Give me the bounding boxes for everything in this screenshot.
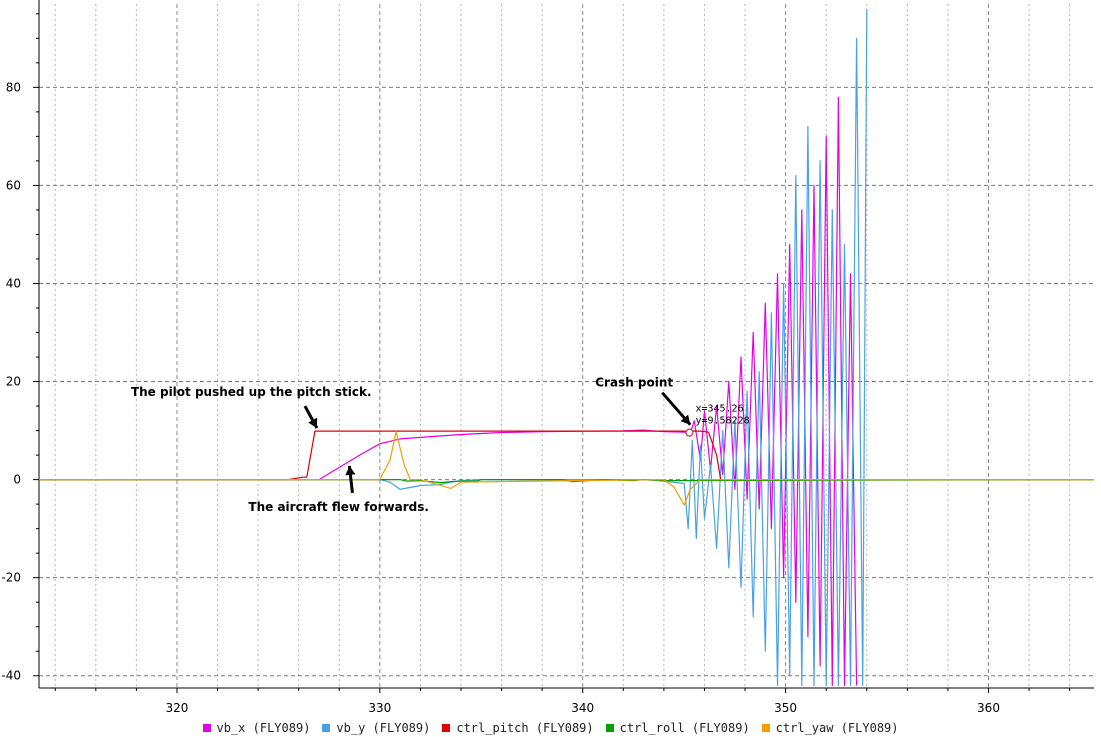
series-line-vb-x: [39, 96, 858, 687]
legend-item-vb-x[interactable]: vb_x (FLY089): [202, 721, 311, 735]
legend-swatch-vb-x: [202, 724, 211, 732]
series-line-vb-y: [39, 8, 868, 687]
legend-item-ctrl-roll[interactable]: ctrl_roll (FLY089): [605, 721, 750, 735]
legend-swatch-ctrl-roll: [605, 724, 614, 732]
x-tick-label: 330: [368, 701, 391, 715]
legend: vb_x (FLY089) vb_y (FLY089) ctrl_pitch (…: [0, 719, 1101, 737]
y-tick-label: 60: [6, 178, 21, 192]
annotations: The pilot pushed up the pitch stick. The…: [131, 376, 750, 514]
legend-swatch-ctrl-yaw: [761, 724, 770, 732]
arrow-flew-forwards-head: [345, 465, 356, 476]
annotation-flew-forwards: The aircraft flew forwards.: [248, 500, 429, 514]
annotation-crash-point: Crash point: [595, 376, 673, 390]
cursor-y-readout: y=9.58228: [695, 416, 749, 427]
x-tick-label: 350: [774, 701, 797, 715]
y-tick-label: 20: [6, 375, 21, 389]
cursor-marker[interactable]: [685, 428, 694, 437]
y-tick-label: -40: [1, 669, 21, 683]
axis-ticks: 320 330 340 350 360 -40 -20 0 20 40 60 80: [1, 13, 1071, 715]
legend-label-vb-x: vb_x (FLY089): [216, 721, 311, 735]
y-tick-label: 80: [6, 80, 21, 94]
series-line-ctrl-pitch: [39, 430, 1094, 481]
legend-label-ctrl-pitch: ctrl_pitch (FLY089): [456, 721, 594, 735]
y-tick-label: 0: [13, 473, 21, 487]
plot-area[interactable]: 320 330 340 350 360 -40 -20 0 20 40 60 80 The pilot…: [0, 0, 1101, 719]
annotation-pitch-stick: The pilot pushed up the pitch stick.: [131, 385, 372, 399]
legend-label-vb-y: vb_y (FLY089): [336, 721, 431, 735]
axes: [38, 0, 1094, 689]
y-tick-label: -20: [1, 571, 21, 585]
legend-item-ctrl-yaw[interactable]: ctrl_yaw (FLY089): [761, 721, 899, 735]
legend-item-vb-y[interactable]: vb_y (FLY089): [322, 721, 430, 735]
x-tick-label: 360: [977, 701, 1000, 715]
legend-swatch-ctrl-pitch: [442, 724, 451, 732]
legend-label-ctrl-roll: ctrl_roll (FLY089): [619, 721, 750, 735]
x-tick-label: 320: [166, 701, 189, 715]
legend-swatch-vb-y: [322, 724, 331, 732]
cursor-x-readout: x=345.26: [695, 404, 743, 415]
series-layer: [39, 8, 1094, 687]
y-tick-label: 40: [6, 276, 21, 290]
grid-lines: [39, 4, 1094, 688]
arrow-pitch-stick-head: [308, 417, 317, 429]
arrow-crash-point-head: [680, 414, 691, 425]
x-tick-label: 340: [571, 701, 594, 715]
legend-label-ctrl-yaw: ctrl_yaw (FLY089): [775, 721, 899, 735]
series-line-ctrl-yaw: [39, 431, 1094, 506]
legend-item-ctrl-pitch[interactable]: ctrl_pitch (FLY089): [442, 721, 594, 735]
